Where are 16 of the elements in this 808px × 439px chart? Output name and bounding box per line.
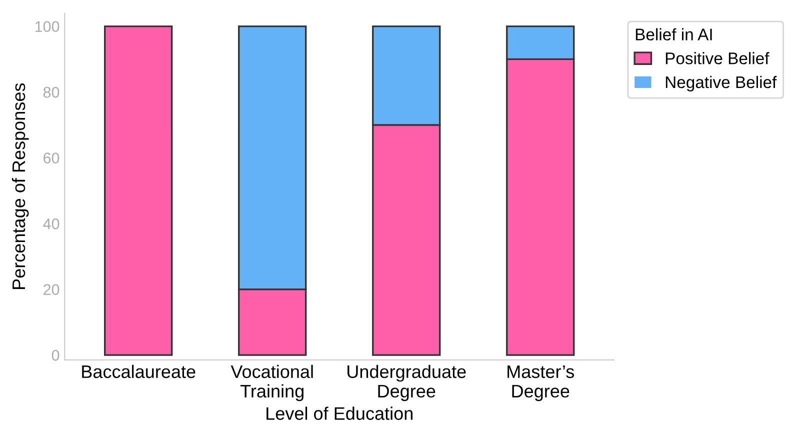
legend-title: Belief in AI [636, 28, 712, 40]
x-tick-label: Vocational Training [230, 364, 313, 402]
y-tick-label: 20 [44, 284, 60, 295]
y-tick-label: 60 [44, 152, 60, 164]
x-tick-label: Undergraduate Degree [348, 364, 466, 402]
x-axis-title: Level of Education [266, 406, 412, 420]
y-tick-label: 40 [43, 218, 60, 230]
bar [104, 25, 173, 356]
legend-label: Positive Belief [666, 52, 770, 64]
y-axis-title: Percentage of Responses [12, 83, 29, 289]
y-tick-label: 80 [43, 86, 60, 98]
y-tick-label: 100 [35, 21, 60, 32]
x-tick-label: Master’s Degree [508, 366, 574, 402]
legend-label: Negative Belief [666, 76, 777, 92]
y-tick-label: 0 [52, 350, 60, 361]
x-tick-label: Baccalaureate [82, 364, 196, 378]
